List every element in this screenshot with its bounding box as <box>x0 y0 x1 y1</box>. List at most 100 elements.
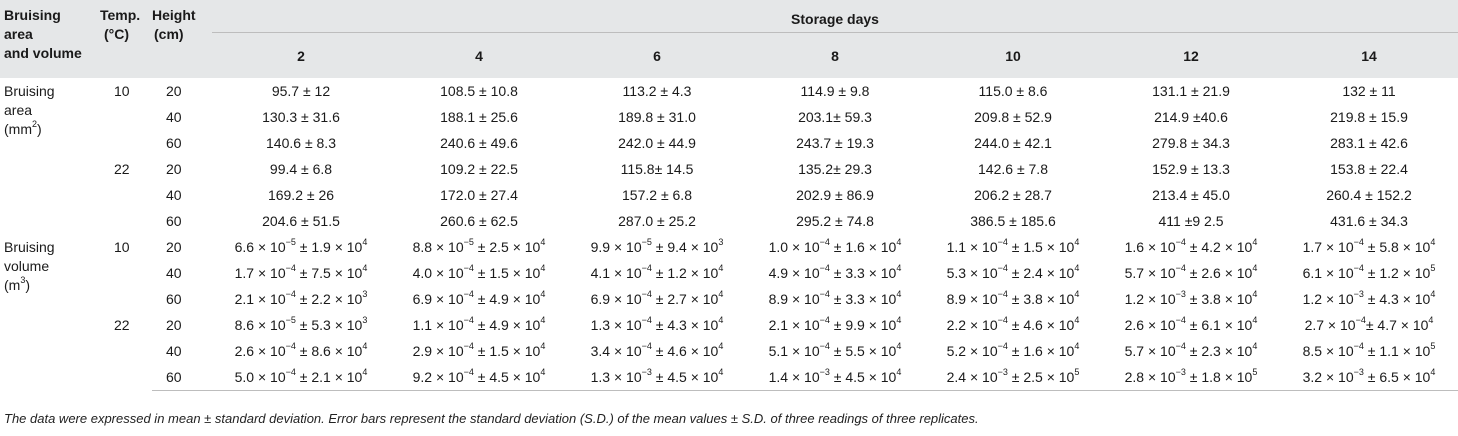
value-cell: 5.0 × 10−4 ± 2.1 × 104 <box>212 364 390 391</box>
height-cell: 40 <box>166 343 182 359</box>
temp-header: Temp. (°C) <box>100 0 152 78</box>
value-cell: 243.7 ± 19.3 <box>796 135 874 151</box>
table-row: 40 2.6 × 10−4 ± 8.6 × 104 2.9 × 10−4 ± 1.5… <box>0 338 1458 364</box>
value-cell: 130.3 ± 31.6 <box>262 109 340 125</box>
value-cell: 142.6 ± 7.8 <box>978 161 1048 177</box>
table-footnote: The data were expressed in mean ± standa… <box>4 411 979 426</box>
temp-cell: 10 <box>114 239 130 255</box>
value-cell: 169.2 ± 26 <box>267 187 335 203</box>
table-row: 60 2.1 × 10−4 ± 2.2 × 103 6.9 × 10−4 ± 4.9… <box>0 286 1458 312</box>
value-cell: 295.2 ± 74.8 <box>796 213 874 229</box>
value-cell: 2.6 × 10−4 ± 8.6 × 104 <box>234 341 368 359</box>
storage-days-header: Storage days <box>212 0 1458 33</box>
value-cell: 189.8 ± 31.0 <box>618 109 696 125</box>
height-cell: 40 <box>166 265 182 281</box>
value-cell: 2.8 × 10−3 ± 1.8 × 105 <box>1102 364 1280 391</box>
value-cell: 5.7 × 10−4 ± 2.3 × 104 <box>1124 341 1258 359</box>
value-cell: 1.2 × 10−3 ± 4.3 × 104 <box>1302 289 1436 307</box>
table-row: Bruising area (mm2) 10 20 95.7 ± 12 108.5 ± 10… <box>0 78 1458 137</box>
value-cell: 6.9 × 10−4 ± 2.7 × 104 <box>590 289 724 307</box>
value-cell: 8.9 × 10−4 ± 3.3 × 104 <box>768 289 902 307</box>
value-cell: 1.1 × 10−4 ± 4.9 × 104 <box>412 315 546 333</box>
height-cell: 20 <box>166 317 182 333</box>
row-label-header: Bruising area and volume <box>0 0 100 78</box>
height-header: Height (cm) <box>152 0 212 78</box>
value-cell: 5.2 × 10−4 ± 1.6 × 104 <box>946 341 1080 359</box>
value-cell: 1.3 × 10−3 ± 4.5 × 104 <box>568 364 746 391</box>
table-row: 60 140.6 ± 8.3 240.6 ± 49.6 242.0 ± 44.9 243… <box>0 130 1458 156</box>
value-cell: 240.6 ± 49.6 <box>440 135 518 151</box>
value-cell: 1.0 × 10−4 ± 1.6 × 104 <box>768 237 902 255</box>
value-cell: 95.7 ± 12 <box>271 83 331 99</box>
value-cell: 115.8± 14.5 <box>620 161 694 177</box>
table-row: Bruising volume (m3) 10 20 6.6 × 10−5 ± 1.9 ×… <box>0 234 1458 293</box>
value-cell: 140.6 ± 8.3 <box>266 135 336 151</box>
day-header-6: 6 <box>568 32 746 78</box>
value-cell: 386.5 ± 185.6 <box>970 213 1056 229</box>
value-cell: 2.9 × 10−4 ± 1.5 × 104 <box>412 341 546 359</box>
value-cell: 214.9 ±40.6 <box>1154 109 1228 125</box>
value-cell: 8.8 × 10−5 ± 2.5 × 104 <box>412 237 546 255</box>
value-cell: 203.1± 59.3 <box>798 109 872 125</box>
value-cell: 1.4 × 10−3 ± 4.5 × 104 <box>746 364 924 391</box>
value-cell: 153.8 ± 22.4 <box>1330 161 1408 177</box>
value-cell: 6.9 × 10−4 ± 4.9 × 104 <box>412 289 546 307</box>
value-cell: 1.7 × 10−4 ± 7.5 × 104 <box>234 263 368 281</box>
value-cell: 8.6 × 10−5 ± 5.3 × 103 <box>234 315 368 333</box>
value-cell: 152.9 ± 13.3 <box>1152 161 1230 177</box>
value-cell: 2.1 × 10−4 ± 9.9 × 104 <box>768 315 902 333</box>
value-cell: 2.4 × 10−3 ± 2.5 × 105 <box>924 364 1102 391</box>
value-cell: 213.4 ± 45.0 <box>1152 187 1230 203</box>
height-cell: 40 <box>166 109 182 125</box>
temp-cell: 10 <box>114 83 130 99</box>
value-cell: 4.0 × 10−4 ± 1.5 × 104 <box>412 263 546 281</box>
value-cell: 4.9 × 10−4 ± 3.3 × 104 <box>768 263 902 281</box>
height-cell: 20 <box>166 161 182 177</box>
value-cell: 1.6 × 10−4 ± 4.2 × 104 <box>1124 237 1258 255</box>
value-cell: 157.2 ± 6.8 <box>622 187 692 203</box>
value-cell: 2.7 × 10−4± 4.7 × 104 <box>1304 315 1434 333</box>
height-cell: 20 <box>166 83 182 99</box>
value-cell: 8.5 × 10−4 ± 1.1 × 105 <box>1302 341 1436 359</box>
day-header-12: 12 <box>1102 32 1280 78</box>
header-row: Bruising area and volume Temp. (°C) Heig… <box>0 0 1458 78</box>
value-cell: 109.2 ± 22.5 <box>440 161 518 177</box>
value-cell: 5.1 × 10−4 ± 5.5 × 104 <box>768 341 902 359</box>
day-header-10: 10 <box>924 32 1102 78</box>
table-row: 40 1.7 × 10−4 ± 7.5 × 104 4.0 × 10−4 ± 1.5… <box>0 260 1458 286</box>
value-cell: 3.4 × 10−4 ± 4.6 × 104 <box>590 341 724 359</box>
day-header-2: 2 <box>212 32 390 78</box>
value-cell: 2.2 × 10−4 ± 4.6 × 104 <box>946 315 1080 333</box>
value-cell: 287.0 ± 25.2 <box>618 213 696 229</box>
height-cell: 60 <box>166 213 182 229</box>
value-cell: 244.0 ± 42.1 <box>974 135 1052 151</box>
value-cell: 99.4 ± 6.8 <box>269 161 333 177</box>
temp-cell: 22 <box>114 161 130 177</box>
value-cell: 1.2 × 10−3 ± 3.8 × 104 <box>1124 289 1258 307</box>
value-cell: 9.2 × 10−4 ± 4.5 × 104 <box>390 364 568 391</box>
value-cell: 6.6 × 10−5 ± 1.9 × 104 <box>234 237 368 255</box>
value-cell: 219.8 ± 15.9 <box>1330 109 1408 125</box>
value-cell: 1.1 × 10−4 ± 1.5 × 104 <box>946 237 1080 255</box>
value-cell: 115.0 ± 8.6 <box>978 83 1048 99</box>
value-cell: 172.0 ± 27.4 <box>440 187 518 203</box>
value-cell: 2.1 × 10−4 ± 2.2 × 103 <box>234 289 368 307</box>
value-cell: 242.0 ± 44.9 <box>618 135 696 151</box>
value-cell: 5.7 × 10−4 ± 2.6 × 104 <box>1124 263 1258 281</box>
value-cell: 8.9 × 10−4 ± 3.8 × 104 <box>946 289 1080 307</box>
value-cell: 260.4 ± 152.2 <box>1326 187 1412 203</box>
group-label: Bruising area (mm2) <box>4 83 55 137</box>
height-cell: 40 <box>166 187 182 203</box>
value-cell: 6.1 × 10−4 ± 1.2 × 105 <box>1302 263 1436 281</box>
value-cell: 113.2 ± 4.3 <box>622 83 692 99</box>
value-cell: 4.1 × 10−4 ± 1.2 × 104 <box>590 263 724 281</box>
bruising-table: Bruising area and volume Temp. (°C) Heig… <box>0 0 1458 391</box>
value-cell: 206.2 ± 28.7 <box>974 187 1052 203</box>
value-cell: 3.2 × 10−3 ± 6.5 × 104 <box>1280 364 1458 391</box>
table-row: 60 5.0 × 10−4 ± 2.1 × 104 9.2 × 10−4 ± 4.5… <box>0 364 1458 391</box>
height-cell: 60 <box>152 364 212 391</box>
value-cell: 9.9 × 10−5 ± 9.4 × 103 <box>590 237 724 255</box>
height-cell: 60 <box>166 135 182 151</box>
table-body: Bruising area (mm2) 10 20 95.7 ± 12 108.5 ± 10… <box>0 78 1458 391</box>
